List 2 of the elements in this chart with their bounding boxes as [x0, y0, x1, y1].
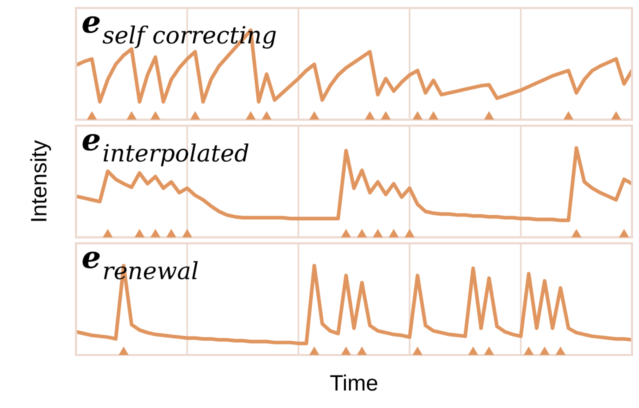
x-axis-title: Time — [330, 374, 378, 391]
y-axis-title: Intensity — [30, 140, 51, 221]
